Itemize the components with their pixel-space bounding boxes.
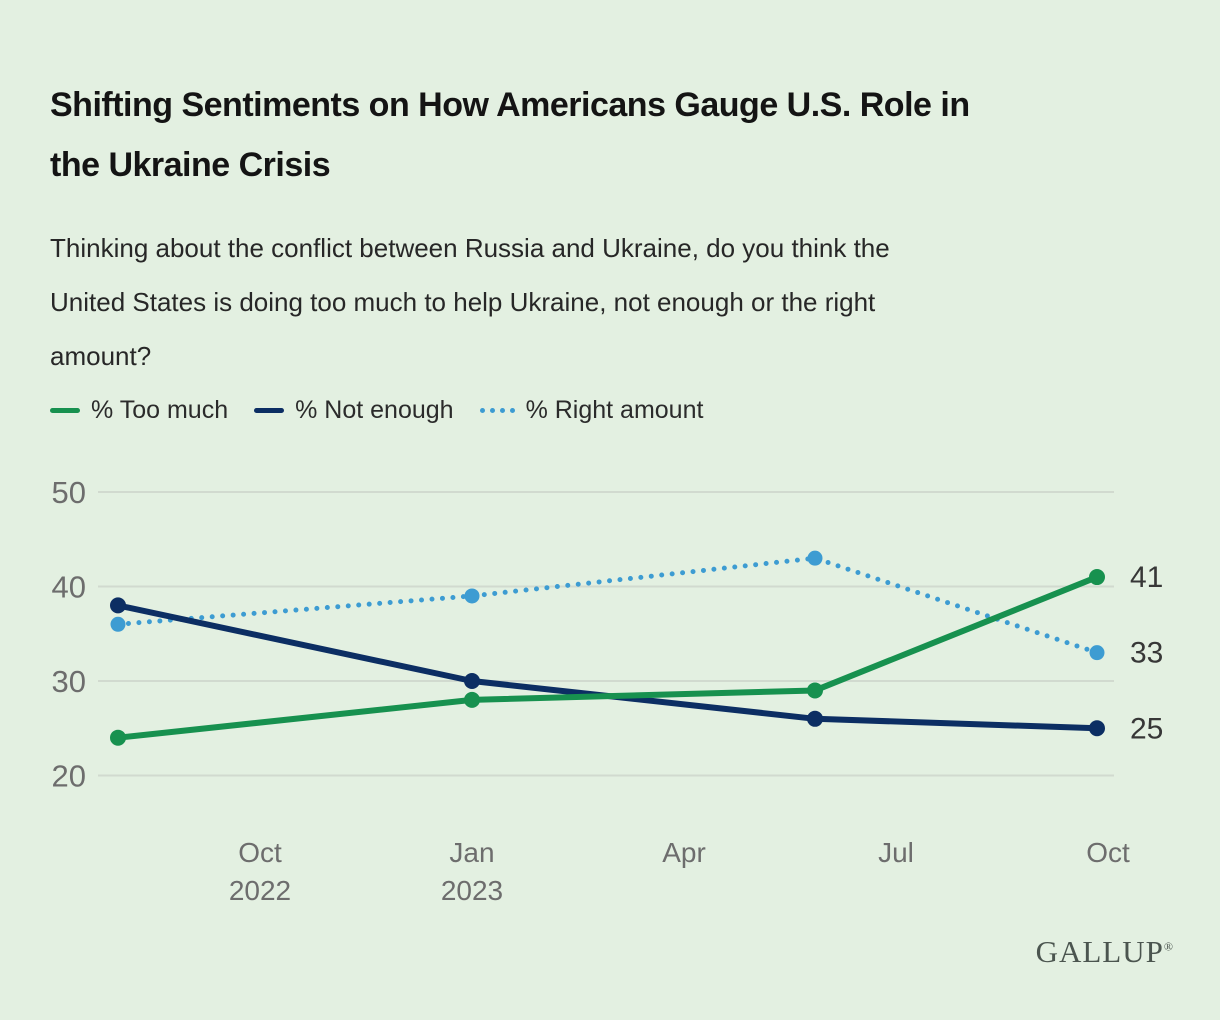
x-axis-year-label: 2022 xyxy=(229,875,291,906)
y-axis-tick-label: 20 xyxy=(52,759,86,794)
x-axis-tick-label: Oct xyxy=(238,837,282,868)
data-point-marker xyxy=(807,710,823,727)
series-line xyxy=(115,574,1100,741)
chart-subtitle-line-2: United States is doing too much to help … xyxy=(50,287,876,317)
chart-subtitle: Thinking about the conflict between Russ… xyxy=(50,221,890,383)
series-end-label: 25 xyxy=(1130,712,1163,745)
series-end-label: 41 xyxy=(1130,561,1163,594)
legend-swatch-too-much-icon xyxy=(50,408,80,413)
series-line xyxy=(115,602,1100,732)
x-axis-tick-label: Apr xyxy=(662,837,706,868)
data-point-marker xyxy=(110,597,126,614)
chart-title: Shifting Sentiments on How Americans Gau… xyxy=(50,75,970,195)
data-point-marker xyxy=(464,673,480,689)
y-axis-tick-label: 30 xyxy=(52,664,86,699)
y-axis-tick-label: 40 xyxy=(52,570,86,605)
data-point-marker xyxy=(464,588,480,604)
legend-item-right-amount: % Right amount xyxy=(479,396,704,425)
gallup-logo-text: GALLUP xyxy=(1035,934,1164,969)
legend-label-right-amount: % Right amount xyxy=(525,396,704,424)
legend-item-too-much: % Too much xyxy=(50,396,228,425)
data-point-marker xyxy=(1089,645,1105,661)
gallup-logo: GALLUP® xyxy=(1036,934,1173,970)
data-point-marker xyxy=(807,550,823,566)
registered-trademark-icon: ® xyxy=(1163,939,1173,954)
series-end-label: 33 xyxy=(1130,637,1163,670)
chart-title-line-2: the Ukraine Crisis xyxy=(50,145,331,184)
data-point-marker xyxy=(1089,720,1105,737)
x-axis-tick-label: Jul xyxy=(878,837,914,868)
legend-label-too-much: % Too much xyxy=(91,396,229,424)
chart-title-line-1: Shifting Sentiments on How Americans Gau… xyxy=(50,85,970,124)
series-line xyxy=(115,555,1100,656)
legend-label-not-enough: % Not enough xyxy=(295,396,454,424)
legend-swatch-right-amount-icon xyxy=(479,408,515,413)
legend-item-not-enough: % Not enough xyxy=(254,396,454,425)
x-axis-year-label: 2023 xyxy=(441,875,503,906)
chart-subtitle-line-3: amount? xyxy=(50,341,152,371)
chart-legend: % Too much % Not enough % Right amount xyxy=(50,396,703,425)
x-axis-tick-label: Oct xyxy=(1086,837,1130,868)
legend-swatch-not-enough-icon xyxy=(254,408,285,413)
data-point-marker xyxy=(110,616,126,632)
chart-subtitle-line-1: Thinking about the conflict between Russ… xyxy=(50,233,890,263)
data-point-marker xyxy=(1089,569,1105,586)
data-point-marker xyxy=(807,682,823,699)
data-point-marker xyxy=(110,729,126,746)
x-axis-tick-label: Jan xyxy=(449,837,494,868)
y-axis-tick-label: 50 xyxy=(52,475,86,510)
data-point-marker xyxy=(464,691,480,708)
